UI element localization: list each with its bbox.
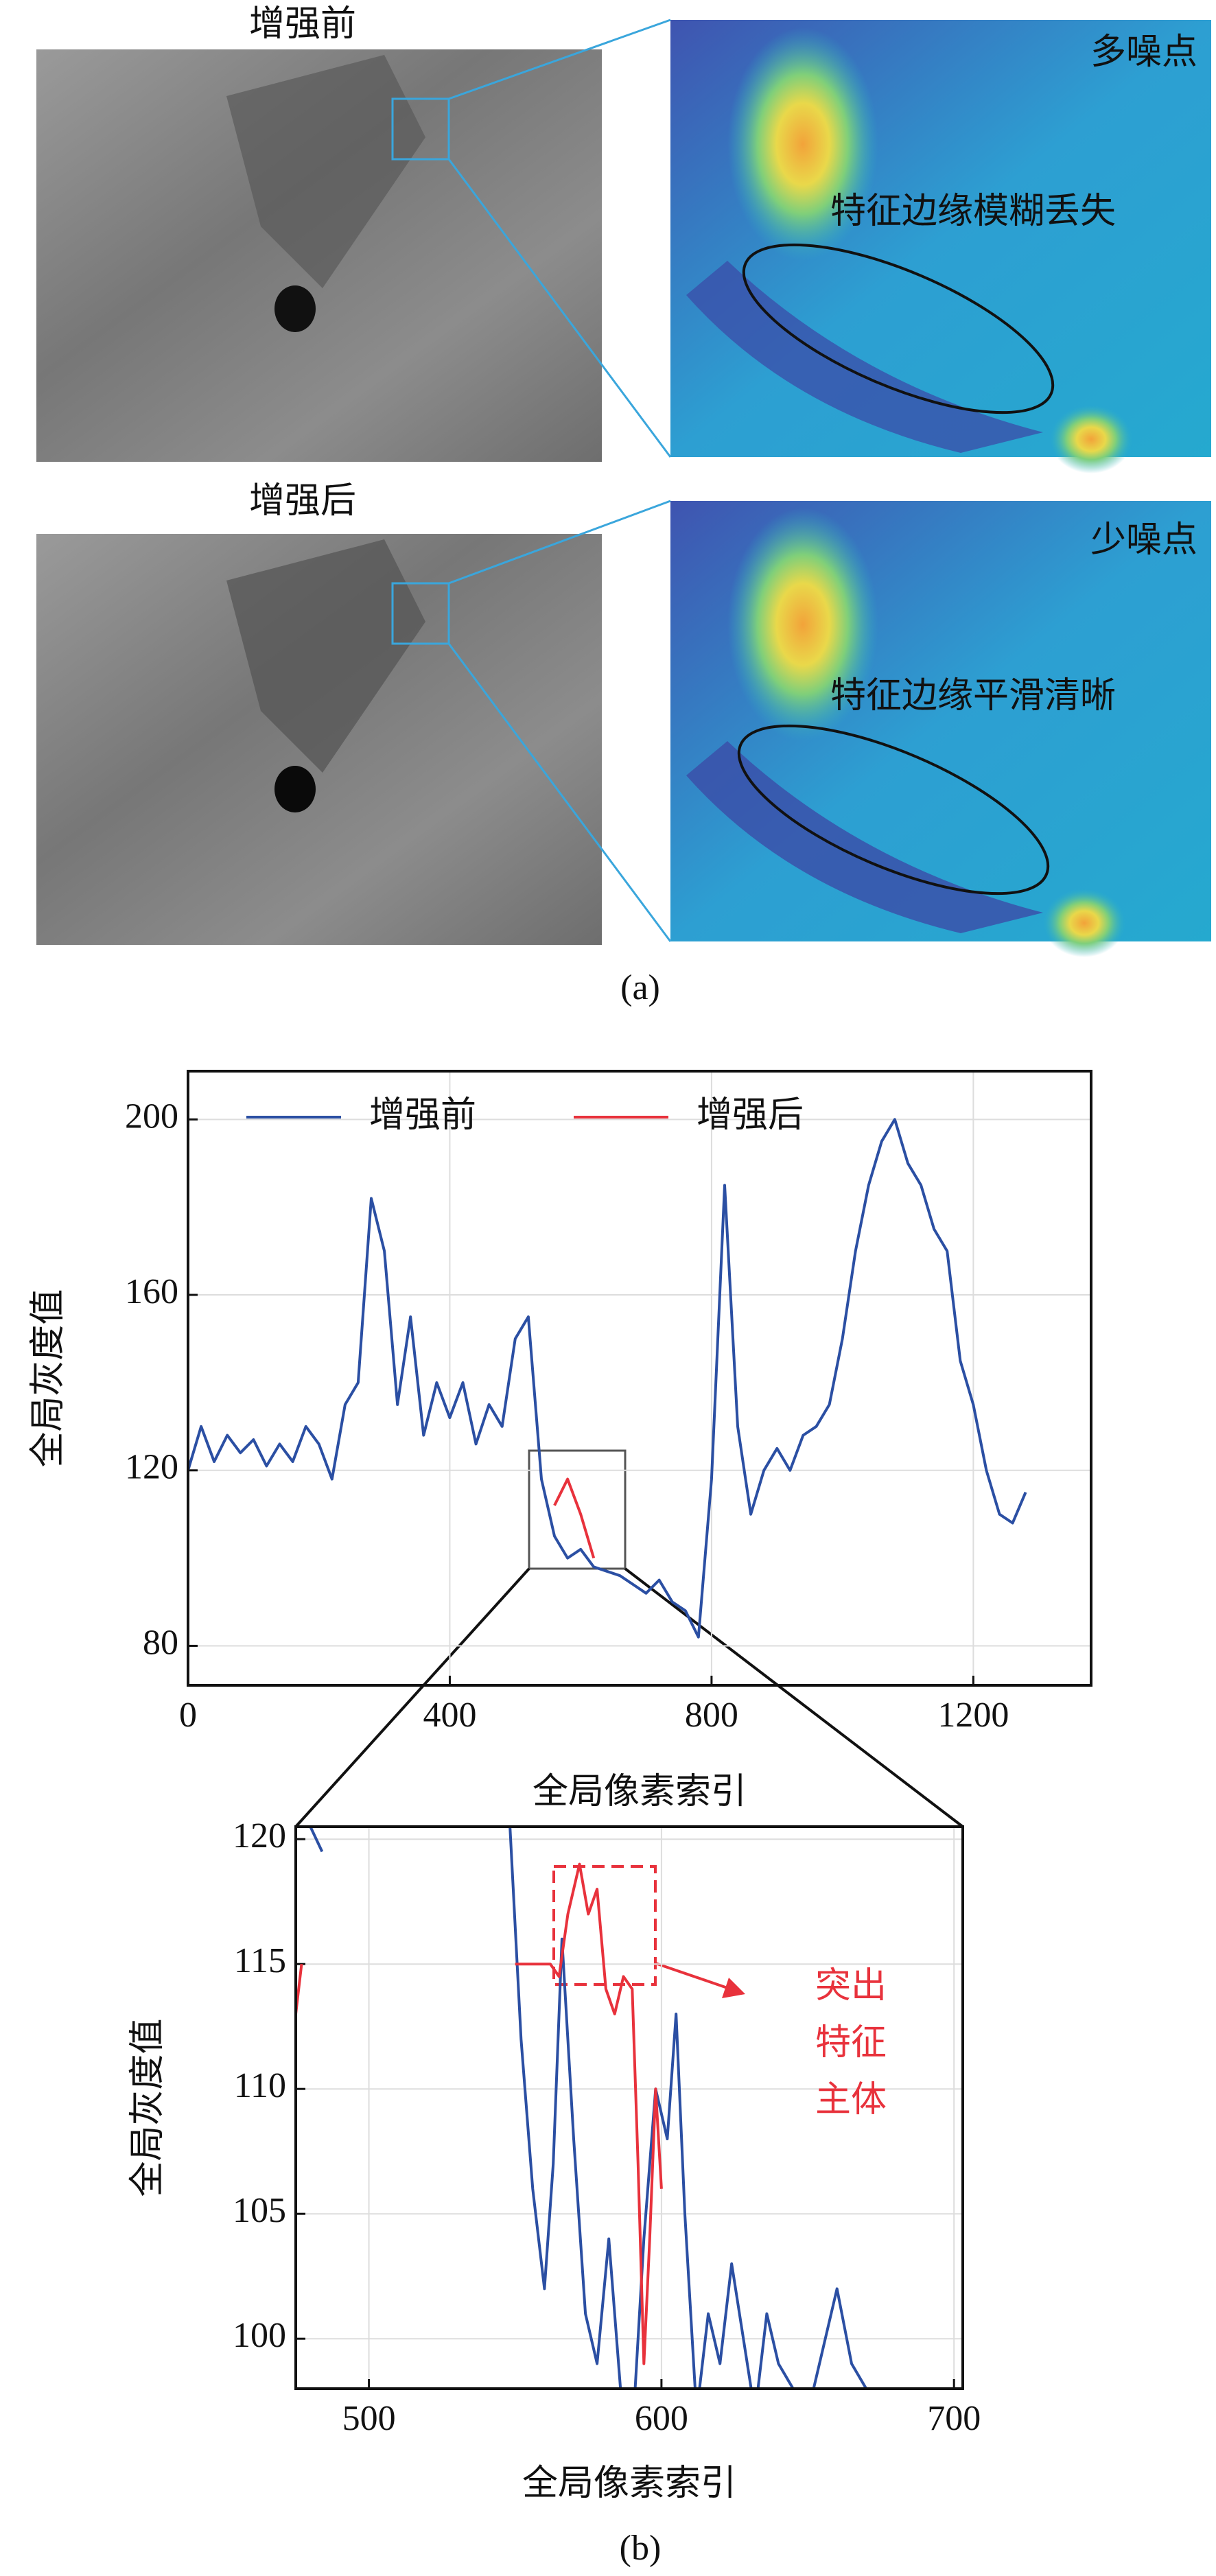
annotation: 主体 <box>815 2079 887 2120</box>
y-tick-label: 120 <box>233 1816 286 1855</box>
note: 多噪点 <box>1090 32 1197 73</box>
annotation: 突出 <box>815 1965 887 2006</box>
series-line <box>296 1862 663 2365</box>
connector <box>447 159 672 458</box>
note: 特征边缘平滑清晰 <box>830 675 1116 716</box>
x-tick-label: 400 <box>423 1696 476 1735</box>
heatmap-blob <box>727 27 878 261</box>
series-line <box>553 1477 596 1559</box>
x-tick-label: 1200 <box>937 1696 1009 1735</box>
zoom-connector <box>294 1567 530 1828</box>
note: 特征边缘模糊丢失 <box>830 191 1116 232</box>
heatmap-blob <box>727 508 878 741</box>
y-axis-label: 全局灰度值 <box>27 1289 69 1467</box>
zoom-connector <box>624 1567 964 1828</box>
image-pore <box>274 766 316 812</box>
roi-box <box>391 97 450 161</box>
y-tick-label: 160 <box>125 1272 178 1311</box>
image-pore <box>274 285 316 332</box>
series-line <box>188 1118 1027 1639</box>
heatmap-edge <box>686 741 1043 933</box>
y-tick-label: 200 <box>125 1097 178 1136</box>
connector <box>447 643 672 942</box>
x-tick-label: 600 <box>635 2399 688 2438</box>
arrow-head <box>722 1978 745 1998</box>
caption: (a) <box>620 968 660 1007</box>
label: 增强前 <box>249 3 356 45</box>
image-texture <box>226 55 425 288</box>
note: 少噪点 <box>1090 519 1197 561</box>
heatmap-blob <box>1050 405 1132 473</box>
zoom-box <box>528 1449 627 1570</box>
heatmap-blob <box>1043 889 1125 957</box>
caption: (b) <box>620 2529 662 2568</box>
x-axis-label: 全局像素索引 <box>522 2463 736 2504</box>
image-texture <box>226 539 425 773</box>
ellipse-marker <box>742 243 1055 414</box>
arrow-line <box>655 1962 728 1989</box>
x-tick-label: 700 <box>927 2399 981 2438</box>
y-tick-label: 105 <box>233 2191 286 2230</box>
roi-box <box>391 582 450 645</box>
y-tick-label: 110 <box>234 2066 286 2105</box>
label: 增强后 <box>249 480 356 522</box>
connector <box>448 19 671 100</box>
y-axis-label: 全局灰度值 <box>127 2018 168 2197</box>
legend-label: 增强后 <box>697 1094 804 1136</box>
plot-frame <box>294 1825 964 2390</box>
y-tick-label: 100 <box>233 2316 286 2355</box>
legend-label: 增强前 <box>369 1094 476 1136</box>
y-tick-label: 80 <box>143 1623 178 1662</box>
connector <box>448 500 671 585</box>
ellipse-marker <box>737 724 1050 895</box>
plot-frame <box>187 1070 1092 1687</box>
heatmap-edge <box>686 261 1043 453</box>
series-line <box>309 1827 955 2389</box>
x-axis-label: 全局像素索引 <box>533 1771 747 1812</box>
y-tick-label: 115 <box>234 1941 286 1980</box>
x-tick-label: 500 <box>342 2399 396 2438</box>
annotation: 特征 <box>815 2022 887 2063</box>
x-tick-label: 0 <box>179 1696 197 1735</box>
x-tick-label: 800 <box>685 1696 738 1735</box>
y-tick-label: 120 <box>125 1448 178 1487</box>
